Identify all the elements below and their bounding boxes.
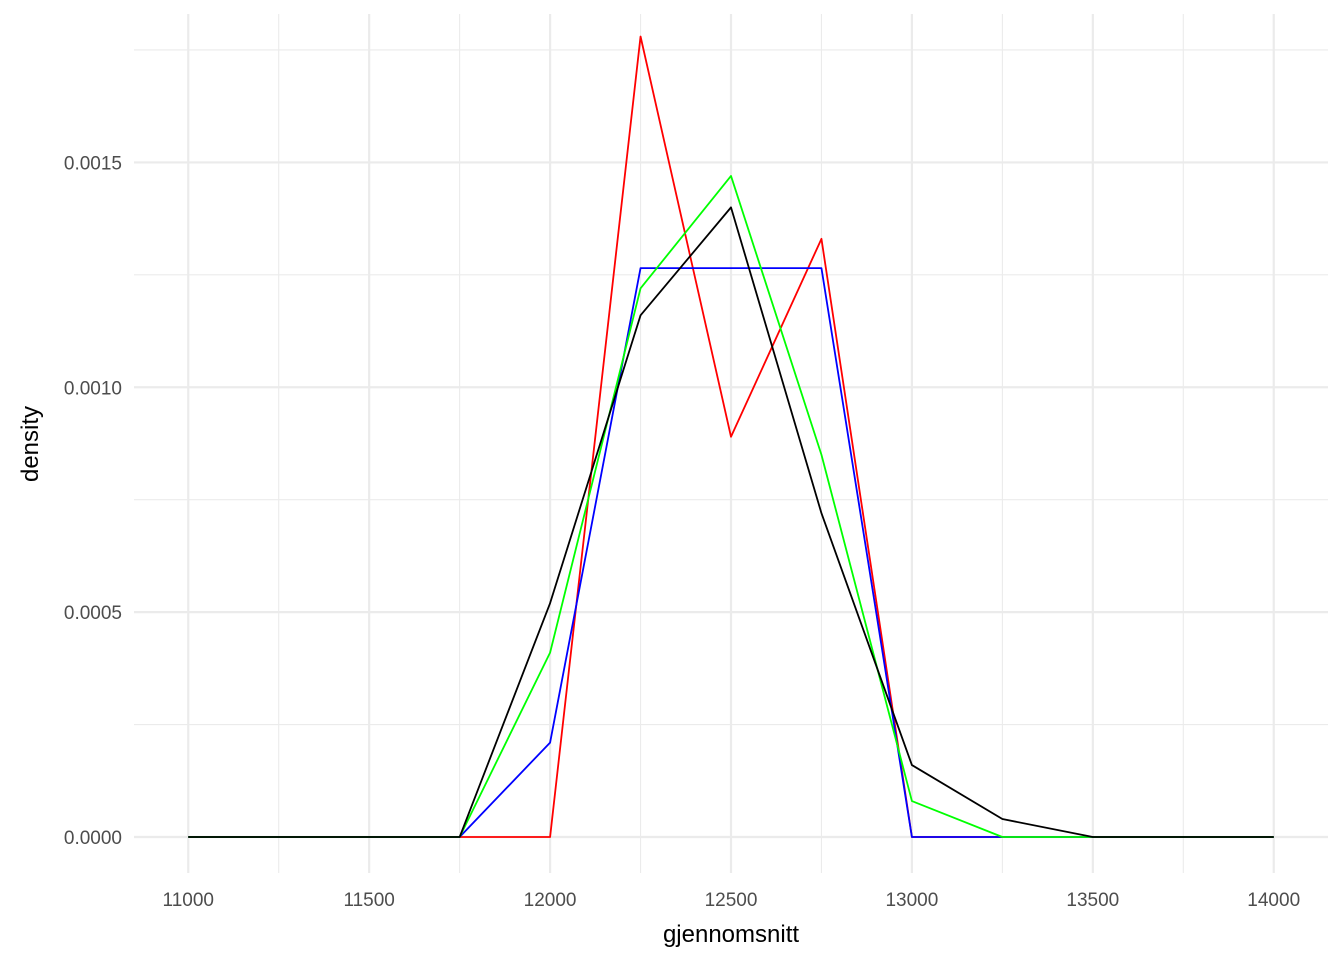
minor-gridlines bbox=[134, 14, 1328, 873]
y-axis-title: density bbox=[17, 406, 44, 482]
y-axis-tick-labels: 0.0000 0.0005 0.0010 0.0015 bbox=[64, 153, 122, 849]
x-axis-title: gjennomsnitt bbox=[663, 921, 799, 948]
x-tick-label-5: 13500 bbox=[1066, 890, 1119, 911]
x-axis-tick-labels: 11000 11500 12000 12500 13000 13500 14000 bbox=[163, 890, 1301, 911]
y-tick-label-3: 0.0015 bbox=[64, 153, 122, 174]
x-tick-label-3: 12500 bbox=[705, 890, 758, 911]
y-tick-label-2: 0.0010 bbox=[64, 378, 122, 399]
x-tick-label-4: 13000 bbox=[885, 890, 938, 911]
y-tick-label-0: 0.0000 bbox=[64, 828, 122, 849]
series-line-3 bbox=[188, 206, 1274, 838]
x-tick-label-0: 11000 bbox=[163, 890, 214, 911]
x-tick-label-6: 14000 bbox=[1247, 890, 1300, 911]
series-lines bbox=[188, 35, 1274, 838]
major-gridlines bbox=[134, 14, 1328, 873]
x-tick-label-1: 11500 bbox=[343, 890, 394, 911]
x-tick-label-2: 12000 bbox=[524, 890, 577, 911]
y-tick-label-1: 0.0005 bbox=[64, 603, 122, 624]
